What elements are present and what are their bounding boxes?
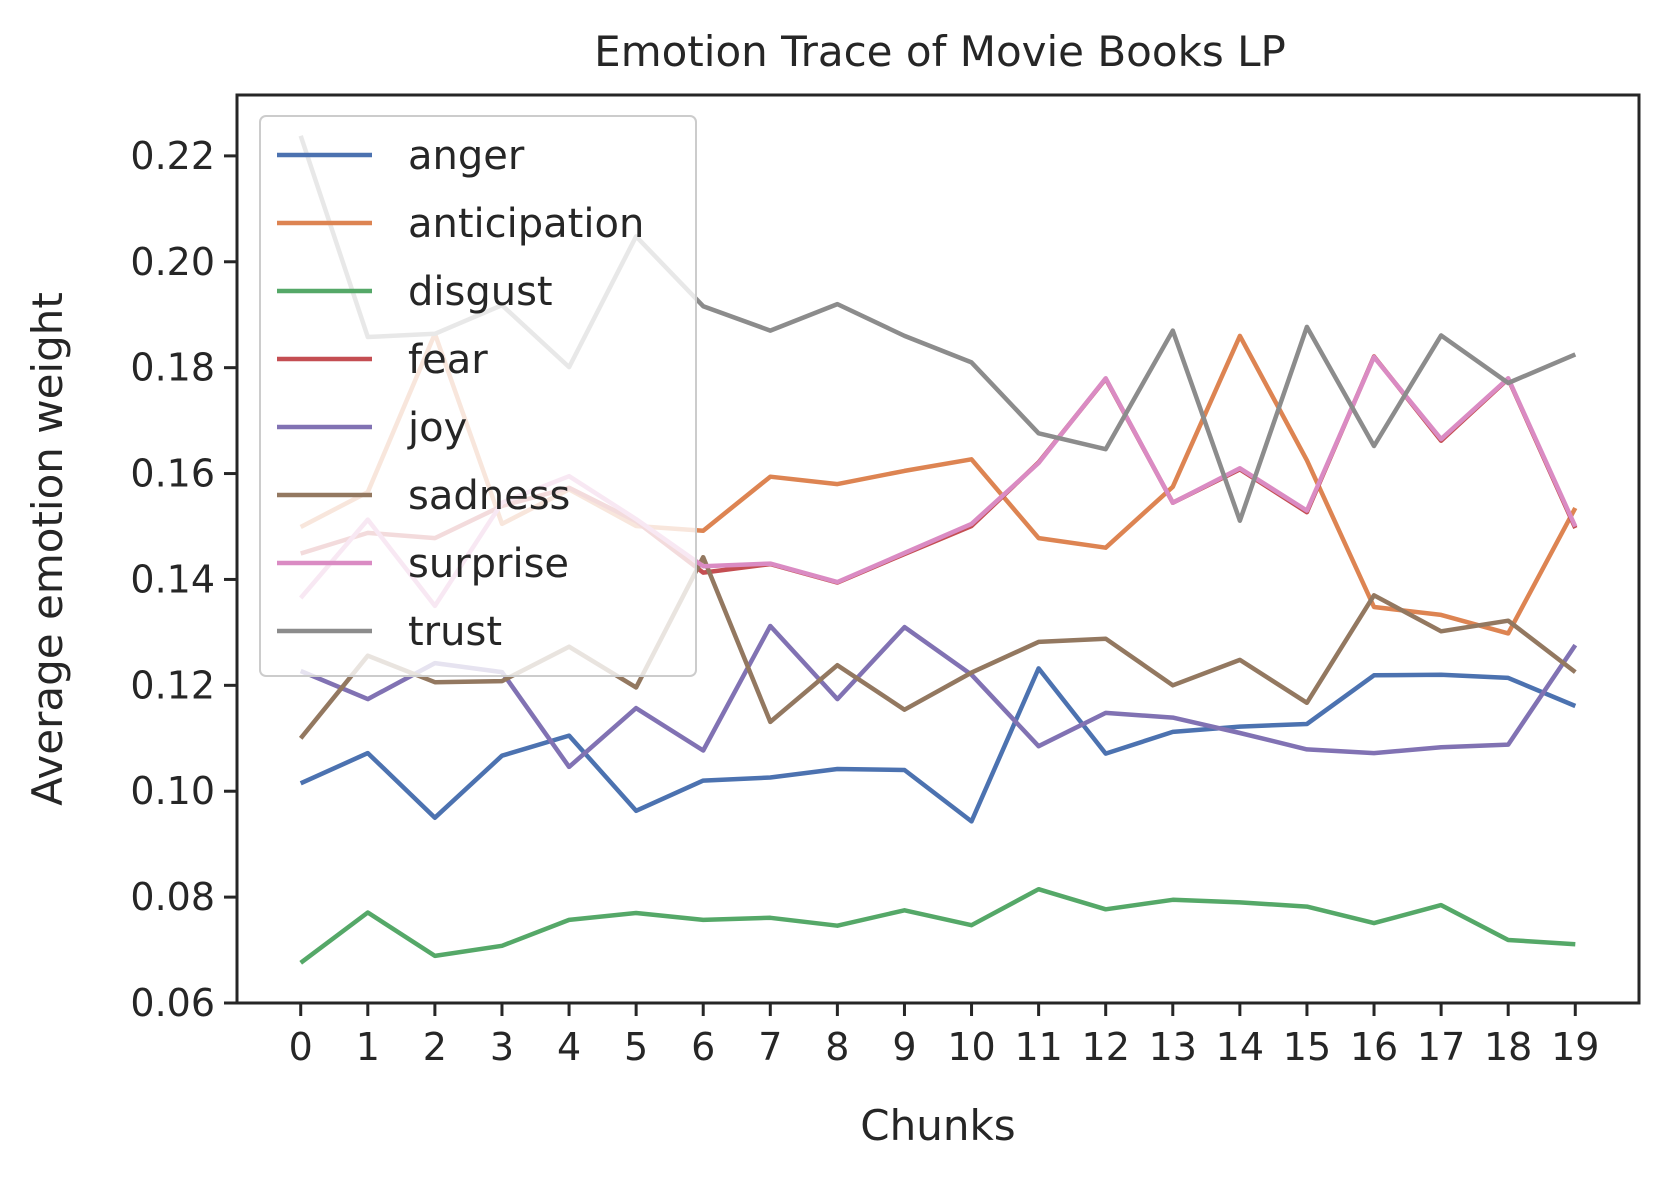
y-tick-label: 0.08 — [130, 875, 215, 919]
y-tick-label: 0.10 — [130, 769, 215, 813]
y-axis: 0.06 0.08 0.10 0.12 0.14 0.16 0.18 0.20 0.22 — [130, 134, 237, 1025]
legend-label-anger: anger — [408, 133, 525, 179]
legend-label-sadness: sadness — [408, 473, 570, 519]
series-disgust — [301, 889, 1576, 963]
x-tick-label: 10 — [947, 1025, 995, 1069]
x-tick-label: 9 — [892, 1025, 916, 1069]
y-tick-label: 0.16 — [130, 452, 215, 496]
x-tick-label: 4 — [557, 1025, 581, 1069]
legend-label-joy: joy — [407, 405, 467, 451]
x-tick-label: 5 — [624, 1025, 648, 1069]
y-tick-label: 0.22 — [130, 134, 215, 178]
legend: anger anticipation disgust fear joy sadness su… — [260, 116, 696, 676]
legend-label-fear: fear — [408, 337, 488, 383]
x-tick-label: 18 — [1484, 1025, 1532, 1069]
x-tick-label: 3 — [490, 1025, 514, 1069]
legend-label-disgust: disgust — [408, 269, 553, 315]
x-axis-label: Chunks — [860, 1101, 1015, 1150]
x-tick-label: 6 — [691, 1025, 715, 1069]
y-tick-label: 0.14 — [130, 557, 215, 601]
x-tick-label: 8 — [825, 1025, 849, 1069]
y-tick-label: 0.20 — [130, 240, 215, 284]
x-tick-label: 12 — [1082, 1025, 1130, 1069]
y-tick-label: 0.06 — [130, 981, 215, 1025]
legend-label-trust: trust — [408, 609, 502, 655]
x-tick-label: 15 — [1283, 1025, 1331, 1069]
x-tick-label: 11 — [1014, 1025, 1062, 1069]
x-tick-label: 19 — [1551, 1025, 1599, 1069]
y-tick-label: 0.18 — [130, 346, 215, 390]
legend-label-anticipation: anticipation — [408, 201, 644, 247]
x-tick-label: 7 — [758, 1025, 782, 1069]
x-tick-label: 1 — [356, 1025, 380, 1069]
x-tick-label: 14 — [1216, 1025, 1264, 1069]
x-tick-label: 13 — [1149, 1025, 1197, 1069]
x-tick-label: 17 — [1417, 1025, 1465, 1069]
y-tick-label: 0.12 — [130, 663, 215, 707]
x-tick-label: 0 — [289, 1025, 313, 1069]
chart-title: Emotion Trace of Movie Books LP — [594, 27, 1286, 76]
legend-label-surprise: surprise — [408, 541, 569, 587]
y-axis-label: Average emotion weight — [23, 292, 72, 806]
x-tick-label: 16 — [1350, 1025, 1398, 1069]
x-tick-label: 2 — [423, 1025, 447, 1069]
series-line-disgust — [301, 889, 1576, 963]
legend-box — [260, 116, 696, 676]
